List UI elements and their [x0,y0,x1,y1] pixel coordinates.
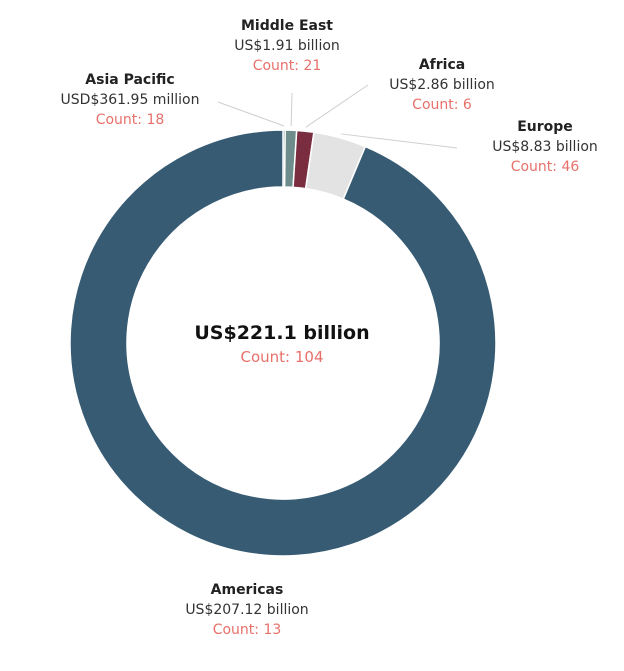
slice-name: Europe [517,119,573,135]
center-total-value: US$221.1 billion [194,322,370,344]
leader-line-middle-east [290,92,293,127]
slice-count: Count: 21 [252,58,322,74]
slice-value: USD$361.95 million [60,92,200,108]
slice-name: Americas [210,582,284,598]
slice-name: Africa [418,57,466,73]
slice-count: Count: 46 [510,159,580,175]
center-total-count: Count: 104 [240,348,324,366]
center-total-label: US$221.1 billion Count: 104 [182,320,382,368]
slice-value: US$2.86 billion [389,77,495,93]
slice-value: US$8.83 billion [492,139,598,155]
leader-line-europe [341,133,458,149]
slice-label-asia-pacific: Asia Pacific USD$361.95 million Count: 1… [50,70,210,130]
slice-count: Count: 18 [95,112,165,128]
leader-line-asia-pacific [217,101,285,127]
slice-name: Middle East [241,18,333,34]
slice-americas[interactable] [69,129,497,557]
slice-name: Asia Pacific [85,72,175,88]
leader-line-africa [305,84,369,128]
slice-label-americas: Americas US$207.12 billion Count: 13 [167,580,327,640]
slice-count: Count: 6 [412,97,472,113]
leader-lines [217,84,458,149]
slice-label-middle-east: Middle East US$1.91 billion Count: 21 [212,16,362,76]
slice-value: US$207.12 billion [185,602,309,618]
slice-label-europe: Europe US$8.83 billion Count: 46 [470,117,620,177]
slice-count: Count: 13 [212,622,282,638]
slice-label-africa: Africa US$2.86 billion Count: 6 [372,55,512,115]
slice-value: US$1.91 billion [234,38,340,54]
donut-slices [69,129,497,557]
